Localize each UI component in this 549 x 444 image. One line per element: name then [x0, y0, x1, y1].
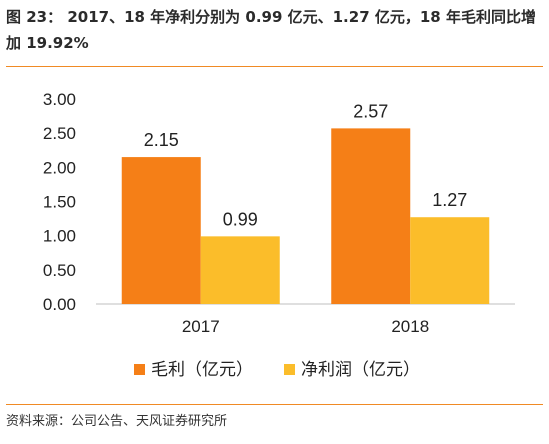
footer-divider	[6, 404, 543, 405]
data-label: 2.57	[353, 101, 388, 121]
bar-2017-series-1	[200, 236, 280, 304]
y-tick-label: 0.00	[43, 295, 76, 314]
x-category-label: 2017	[182, 317, 220, 336]
y-tick-label: 1.50	[43, 193, 76, 212]
legend-label: 净利润（亿元）	[301, 360, 420, 379]
data-label: 1.27	[432, 190, 467, 210]
data-label: 2.15	[144, 130, 179, 150]
title-divider	[6, 66, 543, 67]
data-label: 0.99	[223, 209, 258, 229]
y-tick-label: 2.50	[43, 124, 76, 143]
bar-2017-series-0	[121, 157, 201, 304]
legend-swatch	[284, 364, 295, 375]
bar-chart: 0.00 0.50 1.00 1.50 2.00 2.50 3.00 2.15 0.99 2017…	[43, 90, 515, 379]
y-tick-label: 3.00	[43, 90, 76, 109]
bar-2018-series-1	[410, 217, 490, 304]
y-tick-label: 1.00	[43, 227, 76, 246]
figure-title: 图 23： 2017、18 年净利分别为 0.99 亿元、1.27 亿元，18 …	[6, 8, 536, 52]
legend-label: 毛利（亿元）	[151, 360, 253, 379]
y-tick-label: 0.50	[43, 261, 76, 280]
legend-swatch	[134, 364, 145, 375]
source-note: 资料来源：公司公告、天风证券研究所	[6, 414, 228, 429]
y-tick-label: 2.00	[43, 158, 76, 177]
bar-2018-series-0	[331, 128, 411, 304]
x-category-label: 2018	[391, 317, 429, 336]
